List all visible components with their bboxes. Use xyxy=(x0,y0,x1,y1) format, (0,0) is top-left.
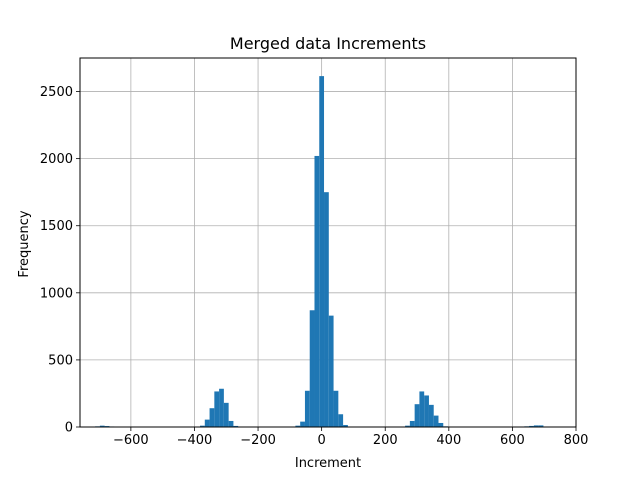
histogram-bar xyxy=(533,425,539,427)
histogram-bars xyxy=(95,76,544,427)
histogram-bar xyxy=(333,390,339,427)
histogram-bar xyxy=(428,404,434,427)
histogram-bar xyxy=(538,425,544,427)
histogram-bar xyxy=(99,425,105,427)
x-tick-label: 400 xyxy=(436,433,461,448)
y-tick-label: 1500 xyxy=(40,219,73,234)
x-tick-label: 200 xyxy=(373,433,398,448)
x-tick-label: 0 xyxy=(318,433,326,448)
histogram-bar xyxy=(419,391,425,427)
histogram-bar xyxy=(304,390,310,427)
histogram-bar xyxy=(529,425,534,427)
histogram-bar xyxy=(424,395,429,427)
histogram-bar xyxy=(414,404,420,427)
y-tick-label: 500 xyxy=(48,353,73,368)
histogram-bar xyxy=(319,76,325,427)
histogram-bar xyxy=(409,420,415,427)
x-tick-label: −200 xyxy=(240,433,276,448)
y-tick-label: 2000 xyxy=(40,152,73,167)
x-tick-label: 800 xyxy=(564,433,589,448)
histogram-bar xyxy=(300,421,305,427)
x-axis-ticks: −600 −400 −200 0 200 400 600 800 xyxy=(113,427,588,448)
histogram-bar xyxy=(324,192,329,427)
x-tick-label: 600 xyxy=(500,433,525,448)
histogram-bar xyxy=(438,422,444,427)
histogram-bar xyxy=(338,414,344,427)
histogram-bar xyxy=(433,415,439,427)
x-tick-label: −400 xyxy=(177,433,213,448)
y-tick-label: 2500 xyxy=(40,85,73,100)
histogram-bar xyxy=(219,388,224,427)
histogram-bar xyxy=(309,310,315,427)
histogram-bar xyxy=(204,419,210,427)
histogram-bar xyxy=(223,402,229,427)
chart-title: Merged data Increments xyxy=(230,34,426,53)
x-axis-label: Increment xyxy=(295,456,361,471)
y-axis-label: Frequency xyxy=(17,210,32,277)
x-tick-label: −600 xyxy=(113,433,149,448)
histogram-bar xyxy=(209,408,215,427)
histogram-bar xyxy=(328,315,334,427)
histogram-bar xyxy=(214,391,220,427)
histogram-bar xyxy=(228,420,234,427)
histogram-bar xyxy=(343,424,348,427)
plot-frame xyxy=(79,57,577,428)
y-axis-ticks: 0 500 1000 1500 2000 2500 xyxy=(40,85,80,436)
histogram-bar xyxy=(200,425,205,427)
histogram-bar xyxy=(314,155,320,427)
histogram-bar xyxy=(233,425,239,427)
histogram-bar xyxy=(405,425,410,427)
y-tick-label: 1000 xyxy=(40,286,73,301)
y-tick-label: 0 xyxy=(65,421,73,436)
histogram-bar xyxy=(295,425,301,427)
